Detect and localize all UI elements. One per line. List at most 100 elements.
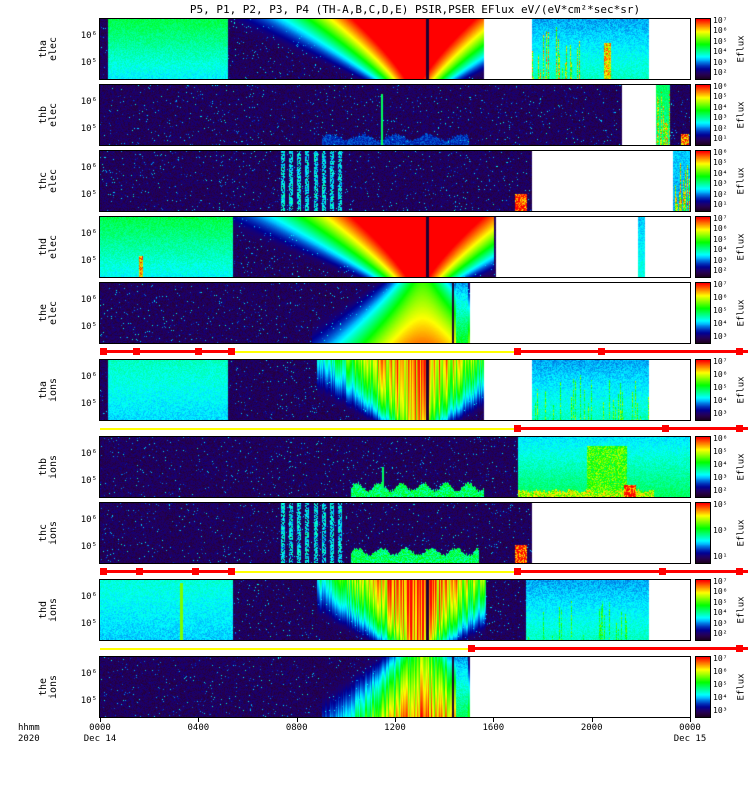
colorbar-tick-label: 10⁵ <box>713 306 728 315</box>
colorbar-title-text: Eflux <box>737 596 747 624</box>
status-bar-marker <box>598 348 605 355</box>
status-bar-row <box>0 645 750 652</box>
status-bar-red-segment <box>469 647 748 650</box>
status-bar-marker <box>135 568 143 575</box>
colorbar-title: Eflux <box>734 282 750 344</box>
colorbar-tick-label: 10³ <box>713 57 728 67</box>
spectrogram-panel-tha-ions: tha ions 10⁶ 10⁵ 10⁷ 10⁶ 10⁵ 10⁴ 10³ Eflux <box>0 357 750 421</box>
x-axis-year-label: 2020 <box>18 734 40 744</box>
colorbar <box>695 502 711 564</box>
panel-label-text: the elec <box>38 300 59 326</box>
colorbar-gradient <box>696 19 710 79</box>
spectrogram-panel-the-elec: the elec 10⁶ 10⁵ 10⁷ 10⁶ 10⁵ 10⁴ 10³ Eflux <box>0 280 750 344</box>
y-axis-ticks: 10⁶ 10⁵ <box>60 436 97 498</box>
spectrogram-canvas-thc-ions <box>100 503 690 563</box>
y-tick-label: 10⁵ <box>80 476 97 486</box>
spectrogram-plot-area <box>99 656 691 718</box>
colorbar <box>695 359 711 421</box>
y-tick-label: 10⁶ <box>80 515 97 525</box>
status-bar-marker <box>659 568 667 575</box>
colorbar-tick-label: 10⁴ <box>713 319 728 328</box>
x-axis-tick-mark <box>100 718 101 722</box>
panel-label-text: thb elec <box>38 102 59 128</box>
x-axis-unit-label: hhmm 2020 <box>18 723 40 745</box>
status-bar-marker <box>228 348 236 355</box>
x-tick-date: Dec 14 <box>83 734 117 744</box>
y-axis-ticks: 10⁶ 10⁵ <box>60 502 97 564</box>
colorbar-tick-label: 10² <box>713 189 728 199</box>
spectrogram-canvas-the-elec <box>100 283 690 343</box>
status-bar-marker <box>514 348 522 355</box>
colorbar-ticks: 10⁶ 10⁵ 10⁴ 10³ 10² <box>713 434 739 498</box>
colorbar-tick-label: 10⁵ <box>713 680 728 689</box>
y-tick-label: 10⁵ <box>80 256 97 266</box>
panel-stack: tha elec 10⁶ 10⁵ 10⁷ 10⁶ 10⁵ 10⁴ 10³ 10² Eflux thb… <box>0 16 750 718</box>
x-axis-tick-mark <box>591 718 593 722</box>
colorbar-ticks: 10⁷ 10⁶ 10⁵ 10⁴ 10³ 10² <box>713 16 739 80</box>
x-tick-time: 1600 <box>482 723 505 733</box>
spectrogram-canvas-thc-elec <box>100 151 690 211</box>
y-tick-label: 10⁶ <box>80 449 97 459</box>
colorbar-gradient <box>696 217 710 277</box>
status-bar-yellow-line <box>100 351 748 353</box>
colorbar-title: Eflux <box>734 18 750 80</box>
spectrogram-canvas-thd-ions <box>100 580 690 640</box>
status-bar-marker <box>735 425 743 432</box>
x-axis-tick-mark <box>493 718 495 722</box>
colorbar-tick-label: 10⁶ <box>713 370 728 379</box>
x-tick-time: 2000 <box>580 723 603 733</box>
plot-title: P5, P1, P2, P3, P4 (TH-A,B,C,D,E) PSIR,P… <box>189 3 641 16</box>
colorbar-tick-label: 10⁵ <box>713 234 728 244</box>
colorbar-title: Eflux <box>734 84 750 146</box>
status-bar-marker <box>735 348 743 355</box>
spectrogram-canvas-thb-ions <box>100 437 690 497</box>
colorbar-tick-label: 10⁵ <box>713 447 728 456</box>
status-bar-marker <box>194 348 202 355</box>
spectrogram-plot-area <box>99 359 691 421</box>
colorbar-tick-label: 10⁴ <box>713 460 728 469</box>
colorbar <box>695 282 711 344</box>
colorbar-gradient <box>696 360 710 420</box>
colorbar-tick-label: 10⁴ <box>713 396 728 405</box>
y-axis-ticks: 10⁶ 10⁵ <box>60 579 97 641</box>
y-tick-label: 10⁶ <box>80 295 97 305</box>
spectrogram-plot-area <box>99 18 691 80</box>
y-axis-ticks: 10⁶ 10⁵ <box>60 282 97 344</box>
panel-label-text: the ions <box>38 674 59 700</box>
y-tick-label: 10⁵ <box>80 399 97 409</box>
panel-label-text: thd ions <box>38 597 59 623</box>
colorbar-gradient <box>696 503 710 563</box>
spectrogram-canvas-tha-ions <box>100 360 690 420</box>
colorbar-tick-label: 10⁵ <box>713 92 728 102</box>
status-bar-marker <box>735 568 743 575</box>
colorbar-tick-label: 10⁶ <box>713 148 728 157</box>
panel-label-text: thc elec <box>38 168 59 194</box>
status-bar-marker <box>228 568 236 575</box>
colorbar-tick-label: 10³ <box>713 618 728 628</box>
colorbar-title-text: Eflux <box>737 376 747 404</box>
colorbar-tick-label: 10⁵ <box>713 36 728 46</box>
colorbar <box>695 150 711 212</box>
colorbar-gradient <box>696 657 710 717</box>
colorbar-tick-label: 10⁶ <box>713 434 728 443</box>
status-bar-red-segment <box>515 427 748 430</box>
y-tick-label: 10⁵ <box>80 58 97 68</box>
colorbar-title: Eflux <box>734 359 750 421</box>
spectrogram-plot-area <box>99 282 691 344</box>
colorbar-gradient <box>696 85 710 145</box>
colorbar-gradient <box>696 151 710 211</box>
spectrogram-plot-area <box>99 84 691 146</box>
y-tick-label: 10⁶ <box>80 97 97 107</box>
colorbar-tick-label: 10² <box>713 629 728 638</box>
colorbar-tick-label: 10³ <box>713 332 728 341</box>
colorbar <box>695 18 711 80</box>
x-tick-date: Dec 15 <box>673 734 707 744</box>
y-tick-label: 10⁵ <box>80 542 97 552</box>
spectrogram-plot-area <box>99 216 691 278</box>
spectrogram-panel-thb-elec: thb elec 10⁶ 10⁵ 10⁶ 10⁵ 10⁴ 10³ 10² 10¹ Eflux <box>0 82 750 146</box>
colorbar-tick-label: 10⁵ <box>713 383 728 392</box>
status-bar-red-segment <box>515 570 748 573</box>
colorbar-title: Eflux <box>734 436 750 498</box>
x-tick-time: 0000 <box>89 723 111 733</box>
